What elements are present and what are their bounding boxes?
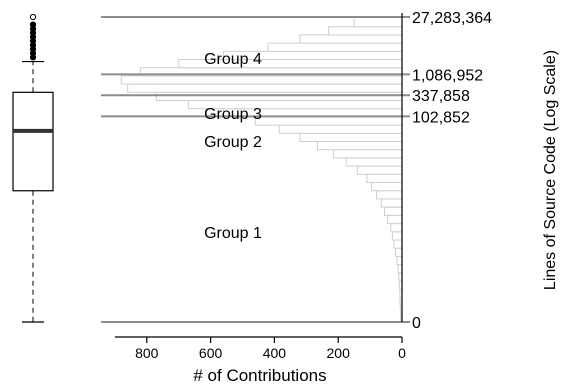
group-label: Group 4 xyxy=(204,51,262,68)
histogram-bar xyxy=(317,141,403,151)
axes xyxy=(114,13,403,343)
histogram-bar xyxy=(353,16,403,28)
histogram-bar xyxy=(155,91,403,102)
histogram-bar xyxy=(395,247,403,257)
histogram-bars xyxy=(120,16,403,323)
x-tick-label: 400 xyxy=(263,345,287,361)
x-tick-label: 800 xyxy=(135,345,159,361)
histogram-bar xyxy=(376,190,403,200)
histogram-bar xyxy=(380,198,403,208)
histogram-bar xyxy=(390,223,403,233)
histogram-bar xyxy=(328,26,403,36)
boxplot-outlier xyxy=(29,21,37,28)
x-axis-title: # of Contributions xyxy=(193,366,326,385)
threshold-label: 1,086,952 xyxy=(412,67,483,84)
histogram-bar xyxy=(371,182,403,192)
histogram-bar xyxy=(387,214,403,225)
x-tick-label: 0 xyxy=(398,345,406,361)
histogram-bar xyxy=(120,75,403,85)
threshold-label: 337,858 xyxy=(412,88,470,105)
threshold-label: 102,852 xyxy=(412,109,470,126)
histogram-bar xyxy=(356,165,403,175)
histogram-bar xyxy=(267,42,403,52)
histogram-bar xyxy=(393,239,403,249)
group-lines xyxy=(101,16,410,323)
histogram-bar xyxy=(396,255,403,266)
histogram-bar xyxy=(391,231,403,241)
histogram-bar xyxy=(366,173,403,184)
histogram-bar xyxy=(345,157,403,167)
histogram-bar xyxy=(127,83,403,93)
threshold-label: 27,283,364 xyxy=(412,10,492,27)
histogram-bar xyxy=(332,149,403,159)
x-tick-label: 600 xyxy=(199,345,223,361)
boxplot xyxy=(12,13,54,323)
threshold-label: 0 xyxy=(412,315,421,332)
boxplot-outlier xyxy=(29,13,37,21)
x-tick-label: 200 xyxy=(327,345,351,361)
group-label: Group 2 xyxy=(204,134,262,151)
histogram-bar xyxy=(384,206,403,216)
group-label: Group 1 xyxy=(204,225,262,242)
histogram-bar xyxy=(278,124,403,134)
histogram-bar xyxy=(254,116,403,126)
histogram-bar xyxy=(299,132,403,143)
group-label: Group 3 xyxy=(204,106,262,123)
boxplot-box xyxy=(12,91,54,192)
labels: 27,283,364 1,086,952 337,858 102,852 0 800 600… xyxy=(135,10,559,385)
y-axis-title: Lines of Source Code (Log Scale) xyxy=(542,50,559,290)
histogram-bar xyxy=(299,34,403,44)
